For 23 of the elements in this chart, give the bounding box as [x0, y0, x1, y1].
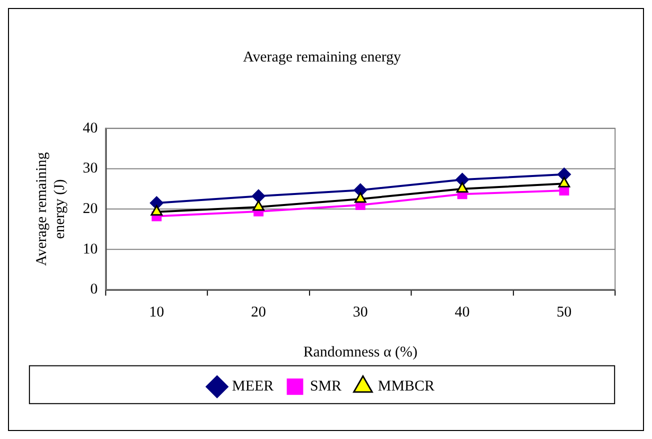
y-tick-label: 20: [82, 200, 98, 217]
y-tick-label: 10: [82, 241, 98, 258]
point: [354, 192, 366, 203]
y-tick-label: 30: [82, 160, 98, 177]
point: [456, 182, 468, 193]
x-tick-label: 10: [149, 304, 164, 320]
legend-label: MEER: [232, 378, 274, 395]
x-tick-label: 50: [556, 304, 572, 320]
point: [252, 200, 264, 211]
y-tick-label: 0: [90, 282, 98, 298]
point: [558, 176, 570, 188]
chart-title: Average remaining energy: [243, 50, 402, 66]
x-axis-title: Randomness α (%): [303, 344, 418, 360]
y-tick-label: 40: [82, 120, 98, 136]
point: [150, 205, 163, 216]
x-tick-label: 20: [251, 304, 266, 320]
point: [252, 189, 266, 203]
x-tick-label: 40: [454, 304, 470, 320]
y-axis-title: Average remaining energy (J): [34, 152, 68, 266]
point: [456, 172, 469, 186]
legend-label: MMBCR: [378, 378, 434, 395]
legend-label: SMR: [310, 378, 342, 395]
x-tick-label: 30: [352, 304, 368, 320]
